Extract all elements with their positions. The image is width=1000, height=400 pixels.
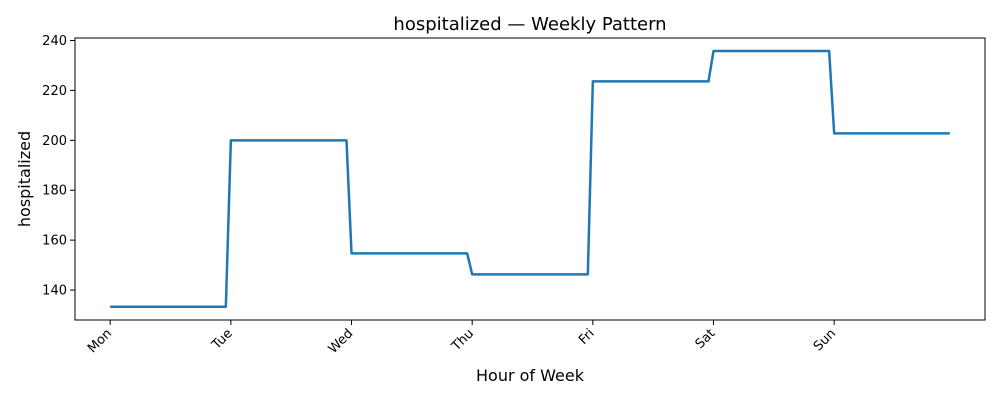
x-axis-label: Hour of Week (476, 366, 585, 385)
plot-frame (74, 37, 986, 321)
x-tick-label: Sun (811, 326, 839, 354)
y-tick-label: 240 (42, 34, 67, 49)
x-tick-label: Wed (326, 326, 357, 357)
y-tick-label: 160 (42, 234, 67, 249)
y-tick-label: 220 (42, 84, 67, 99)
y-tick-label: 180 (42, 184, 67, 199)
x-tick-label: Sat (693, 326, 719, 352)
x-tick-label: Mon (85, 326, 115, 356)
plot-area: 140 160 180 200 220 240 Mon Tue Wed Thu Fri Sat Sun (42, 34, 986, 357)
series-line-0 (110, 49, 950, 309)
x-tick-label: Tue (209, 326, 236, 353)
x-axis: Mon Tue Wed Thu Fri Sat Sun (85, 320, 839, 357)
y-axis: 140 160 180 200 220 240 (42, 34, 75, 299)
x-tick-label: Fri (576, 326, 598, 348)
series-layer (110, 49, 950, 309)
x-tick-label: Thu (448, 326, 477, 355)
y-tick-label: 140 (42, 284, 67, 299)
chart-title: hospitalized — Weekly Pattern (393, 14, 666, 35)
y-tick-label: 200 (42, 134, 67, 149)
y-axis-label: hospitalized (15, 131, 34, 227)
